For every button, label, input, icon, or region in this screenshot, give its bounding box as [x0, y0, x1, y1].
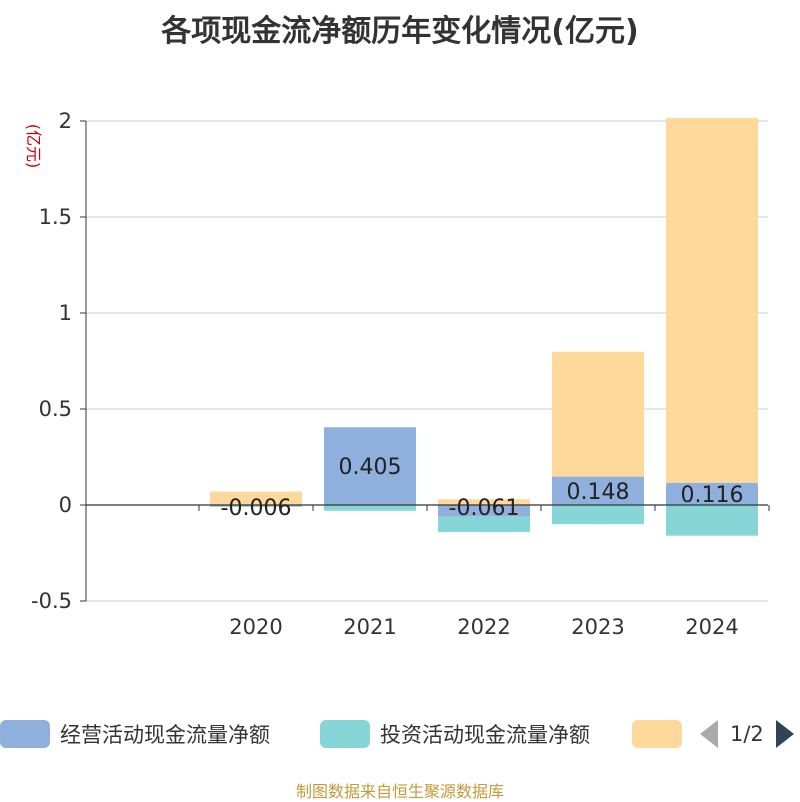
- legend-label: 投资活动现金流量净额: [380, 723, 590, 747]
- x-tick-label: 2024: [685, 615, 738, 639]
- bar-2024-series-0: [666, 482, 758, 505]
- data-label-2021: 0.405: [339, 455, 402, 480]
- bar-2024-series-2: [666, 117, 758, 483]
- legend-swatch: [0, 720, 50, 748]
- legend-item-third[interactable]: [632, 716, 682, 752]
- bars: [210, 117, 758, 536]
- y-tick-label: 1: [59, 301, 72, 325]
- source-note: 制图数据来自恒生聚源数据库: [295, 782, 504, 801]
- y-axis-label: (亿元): [24, 124, 43, 169]
- bar-2021-series-1: [324, 505, 416, 511]
- bar-2024-series-1: [666, 505, 758, 536]
- y-tick-label: 0: [59, 493, 72, 517]
- pager-prev-icon[interactable]: [700, 720, 718, 748]
- y-tick-label: 1.5: [39, 205, 72, 229]
- chart-title: 各项现金流净额历年变化情况(亿元): [161, 14, 639, 49]
- y-tick-label: 2: [59, 109, 72, 133]
- data-label-2023: 0.148: [567, 480, 630, 505]
- x-tick-label: 2023: [571, 615, 624, 639]
- x-tick-label: 2021: [343, 615, 396, 639]
- pager-text: 1/2: [730, 722, 764, 746]
- legend-item-operating[interactable]: 经营活动现金流量净额: [0, 716, 270, 752]
- x-tick-label: 2020: [229, 615, 282, 639]
- bar-2020-series-1: [210, 506, 302, 507]
- y-tick-label: 0.5: [39, 397, 72, 421]
- y-tick-label: -0.5: [31, 589, 72, 613]
- legend-label: 经营活动现金流量净额: [60, 723, 270, 747]
- data-labels: -0.006 0.405 -0.061 0.148 0.116: [221, 455, 744, 521]
- data-label-2022: -0.061: [449, 496, 520, 521]
- bar-2022-series-0: [438, 505, 530, 517]
- axes: -0.5 0 0.5 1 1.5 2 (亿元) 2020 2021 2022 2023 2024: [24, 109, 770, 639]
- legend: 经营活动现金流量净额 投资活动现金流量净额 1/2: [0, 716, 800, 756]
- bar-2022-series-1: [438, 516, 530, 533]
- legend-swatch: [320, 720, 370, 748]
- chart-area: -0.5 0 0.5 1 1.5 2 (亿元) 2020 2021 2022 2023 2024 -0…: [24, 109, 770, 639]
- bar-2023-series-2: [552, 351, 644, 477]
- bar-2022-series-2: [438, 499, 530, 505]
- legend-pager: 1/2: [700, 716, 794, 752]
- legend-swatch: [632, 720, 682, 748]
- bar-2023-series-0: [552, 476, 644, 505]
- legend-item-investing[interactable]: 投资活动现金流量净额: [320, 716, 590, 752]
- bar-2020-series-2: [210, 491, 302, 505]
- bar-2021-series-0: [324, 427, 416, 505]
- bar-2023-series-1: [552, 505, 644, 525]
- data-label-2024: 0.116: [681, 483, 744, 508]
- pager-next-icon[interactable]: [775, 720, 794, 748]
- data-label-2020: -0.006: [221, 496, 292, 521]
- grid-lines: [86, 120, 768, 602]
- x-tick-label: 2022: [457, 615, 510, 639]
